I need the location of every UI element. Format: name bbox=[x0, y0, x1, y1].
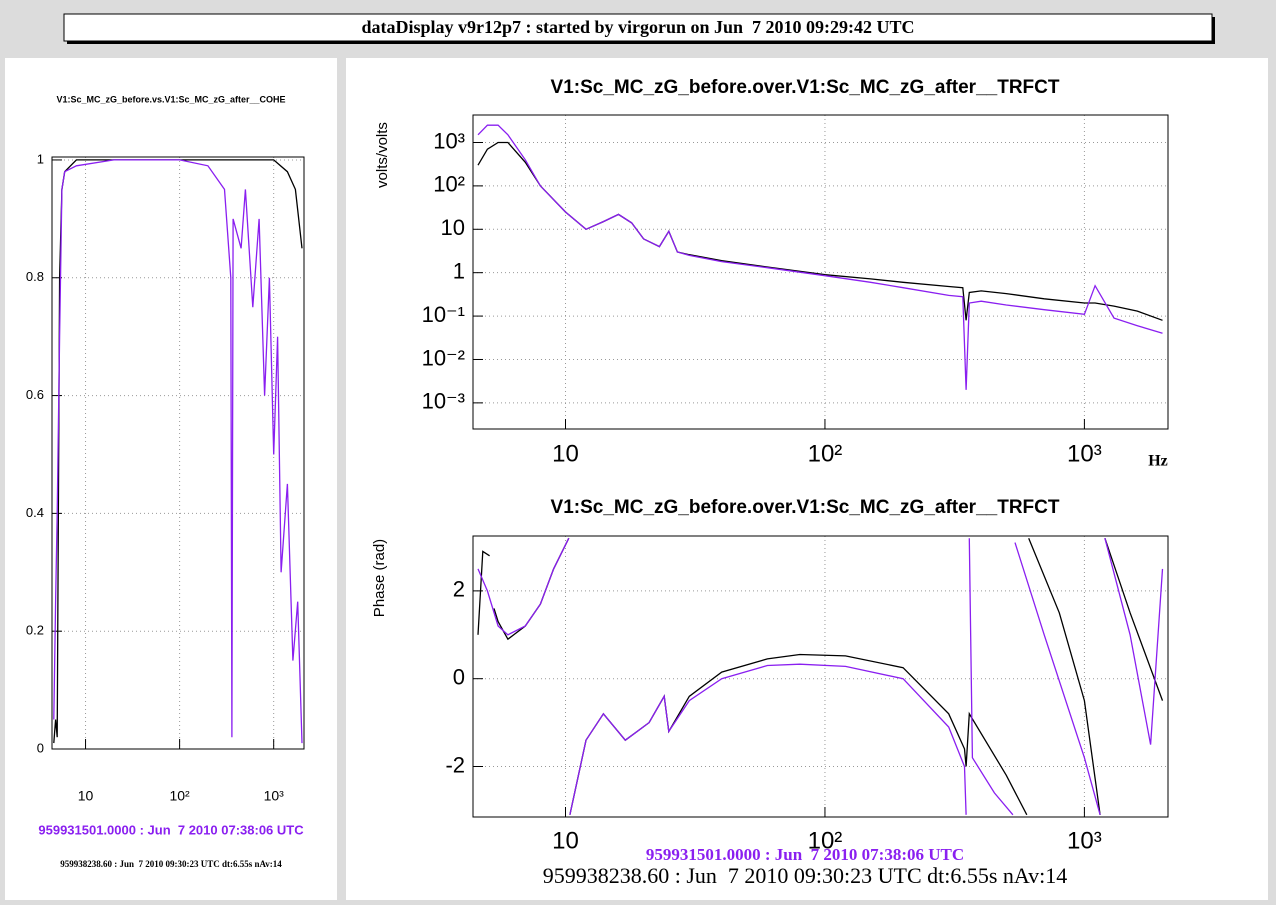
x-tick-label: 10³ bbox=[264, 788, 285, 804]
x-tick-label: 10² bbox=[808, 440, 843, 467]
x-tick-label: 10² bbox=[808, 827, 843, 854]
y-tick-label: 0.2 bbox=[26, 623, 44, 638]
y-tick-label: 1 bbox=[37, 151, 44, 166]
y-tick-label: 0.4 bbox=[26, 505, 44, 520]
y-tick-label: 1 bbox=[453, 258, 465, 283]
x-tick-label: 10 bbox=[552, 440, 579, 467]
y-tick-label: 10³ bbox=[433, 128, 465, 153]
x-tick-label: 10² bbox=[169, 788, 190, 804]
x-tick-label: 10³ bbox=[1067, 440, 1102, 467]
legend-label: 959938238.60 : Jun 7 2010 09:30:23 UTC d… bbox=[543, 863, 1068, 888]
chart-title: V1:Sc_MC_zG_before.vs.V1:Sc_MC_zG_after_… bbox=[56, 94, 285, 104]
x-tick-label: 10³ bbox=[1067, 827, 1102, 854]
series-line bbox=[477, 124, 1163, 390]
y-tick-label: 0 bbox=[37, 740, 44, 755]
header-box bbox=[63, 13, 1213, 42]
y-tick-label: 10⁻³ bbox=[422, 389, 465, 414]
y-tick-label: 0 bbox=[453, 665, 465, 690]
chart-title: V1:Sc_MC_zG_before.over.V1:Sc_MC_zG_afte… bbox=[551, 497, 1060, 518]
y-tick-label: 2 bbox=[453, 577, 465, 602]
plot-frame bbox=[51, 156, 305, 750]
y-tick-label: 10⁻¹ bbox=[422, 302, 465, 327]
y-tick-label: 0.8 bbox=[26, 269, 44, 284]
left-panel bbox=[5, 58, 337, 900]
series-line bbox=[53, 159, 303, 744]
right-panel bbox=[346, 58, 1268, 900]
y-tick-label: 10⁻² bbox=[422, 345, 465, 370]
y-axis-label: volts/volts bbox=[374, 122, 391, 188]
y-tick-label: 10² bbox=[433, 172, 465, 197]
x-axis-label: Hz bbox=[1148, 453, 1168, 470]
legend-label: 959931501.0000 : Jun 7 2010 07:38:06 UTC bbox=[38, 822, 304, 837]
plot-frame bbox=[472, 114, 1169, 430]
plot-frame bbox=[472, 535, 1169, 818]
y-axis-label: Phase (rad) bbox=[371, 539, 388, 617]
legend-label: 959938238.60 : Jun 7 2010 09:30:23 UTC d… bbox=[60, 859, 282, 869]
y-tick-label: 10 bbox=[441, 215, 465, 240]
x-tick-label: 10 bbox=[78, 788, 94, 804]
series-line bbox=[477, 537, 1164, 816]
header-title: dataDisplay v9r12p7 : started by virgoru… bbox=[361, 17, 914, 37]
x-tick-label: 10 bbox=[552, 827, 579, 854]
series-line bbox=[53, 159, 303, 744]
y-tick-label: 0.6 bbox=[26, 387, 44, 402]
y-tick-label: -2 bbox=[445, 752, 465, 777]
chart-title: V1:Sc_MC_zG_before.over.V1:Sc_MC_zG_afte… bbox=[551, 77, 1060, 98]
legend-label: 959931501.0000 : Jun 7 2010 07:38:06 UTC bbox=[646, 845, 964, 864]
